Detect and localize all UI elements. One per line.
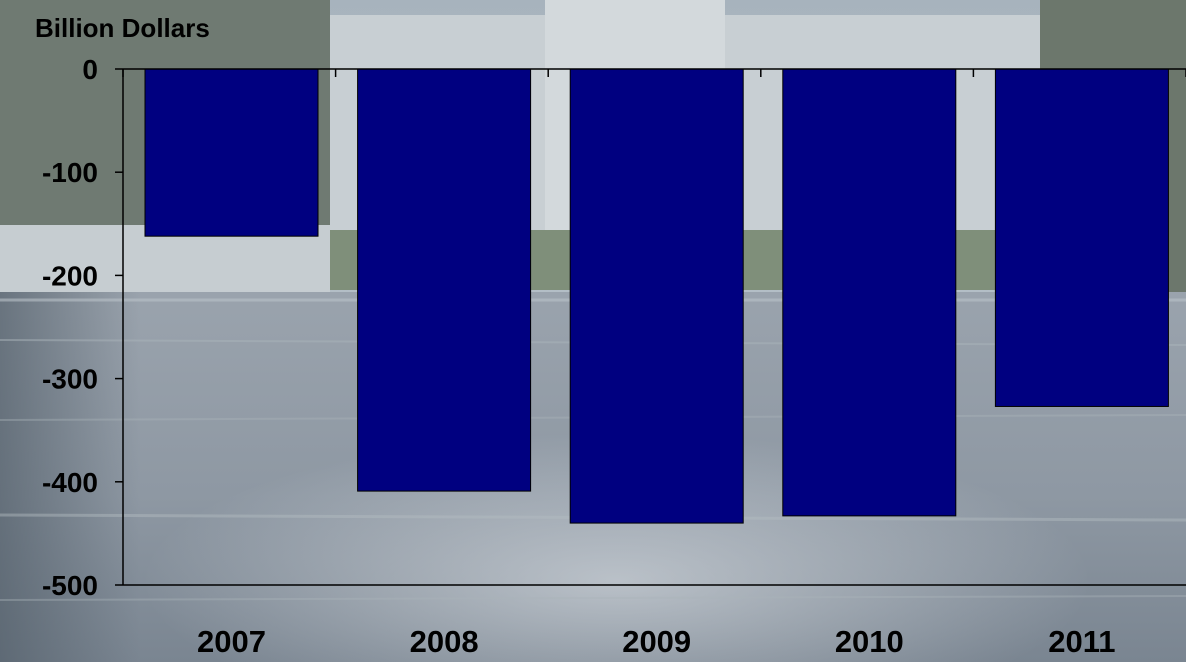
y-tick-label: -400	[42, 467, 98, 498]
x-tick-label: 2011	[1048, 624, 1115, 659]
y-axis-label: Billion Dollars	[35, 13, 210, 43]
y-tick-labels: 0 -100 -200 -300 -400 -500	[42, 54, 98, 601]
y-tick-label: -200	[42, 260, 98, 291]
y-tick-label: -500	[42, 570, 98, 601]
bar-2007	[144, 68, 319, 237]
bar-2011	[994, 68, 1169, 407]
y-tick-label: 0	[82, 54, 98, 85]
bar-2010	[782, 68, 957, 517]
bar-2008	[357, 68, 532, 492]
y-tick-label: -100	[42, 157, 98, 188]
y-tick-label: -300	[42, 364, 98, 395]
x-tick-label: 2008	[410, 624, 479, 659]
bar-2009	[569, 68, 744, 524]
bars-layer	[144, 68, 1169, 524]
x-tick-label: 2009	[622, 624, 691, 659]
x-tick-label: 2010	[835, 624, 904, 659]
axes-layer	[115, 68, 1186, 586]
x-tick-labels: 2007 2008 2009 2010 2011	[197, 624, 1116, 659]
x-tick-label: 2007	[197, 624, 266, 659]
